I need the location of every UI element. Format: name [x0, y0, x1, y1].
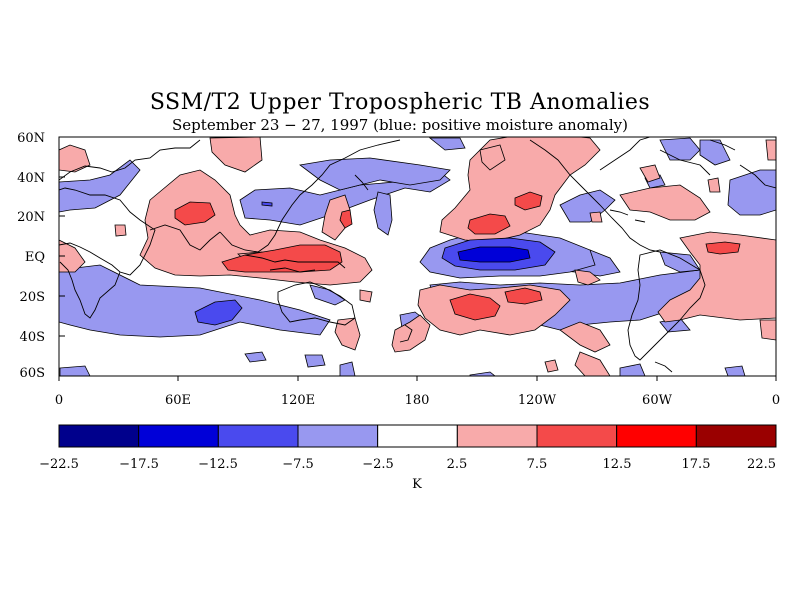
lon-label: 60E	[165, 393, 191, 408]
colorbar-swatch	[138, 424, 219, 448]
colorbar-unit-label: K	[412, 477, 422, 492]
colorbar-swatch	[456, 424, 538, 448]
longitude-labels: 0 60E 120E 180 120W 60W 0	[55, 393, 780, 408]
colorbar-swatch	[616, 424, 697, 448]
colorbar-swatch	[217, 424, 299, 448]
lon-label: 0	[772, 393, 780, 408]
latitude-labels: 60N 40N 20N EQ 20S 40S 60S	[17, 131, 45, 381]
colorbar-level-label: −2.5	[362, 457, 394, 472]
map-subtitle: September 23 − 27, 1997 (blue: positive …	[172, 116, 628, 134]
lat-label: 20N	[17, 210, 45, 225]
negative-anomaly-dark	[457, 246, 531, 263]
coastlines	[59, 137, 776, 373]
map-title: SSM/T2 Upper Tropospheric TB Anomalies	[149, 90, 651, 115]
positive-anomaly-mid	[174, 191, 741, 321]
lon-label: 120W	[518, 393, 557, 408]
colorbar-swatch	[377, 424, 458, 448]
colorbar-level-label: 2.5	[447, 457, 468, 472]
colorbar-level-label: −7.5	[282, 457, 314, 472]
lon-label: 60W	[642, 393, 673, 408]
anomaly-field	[59, 137, 776, 376]
lat-label: 40S	[20, 330, 45, 345]
colorbar-level-label: 12.5	[603, 457, 632, 472]
colorbar-labels: −22.5 −17.5 −12.5 −7.5 −2.5 2.5 7.5 12.5…	[39, 457, 776, 492]
colorbar-swatch	[297, 424, 379, 448]
lat-label: EQ	[25, 250, 45, 265]
lat-label: 60S	[20, 366, 45, 381]
colorbar-level-label: −12.5	[198, 457, 238, 472]
colorbar-level-label: −22.5	[39, 457, 79, 472]
colorbar-swatch	[695, 424, 777, 448]
lat-label: 40N	[17, 171, 45, 186]
lon-label: 180	[405, 393, 430, 408]
lat-label: 20S	[20, 290, 45, 305]
colorbar-swatch	[536, 424, 618, 448]
colorbar	[58, 424, 777, 448]
axis-ticks	[58, 136, 777, 381]
lon-label: 0	[55, 393, 63, 408]
lat-label: 60N	[17, 131, 45, 146]
colorbar-level-label: 17.5	[682, 457, 711, 472]
colorbar-level-label: 22.5	[747, 457, 776, 472]
colorbar-swatch	[58, 424, 140, 448]
colorbar-level-label: 7.5	[527, 457, 548, 472]
lon-label: 120E	[281, 393, 315, 408]
colorbar-level-label: −17.5	[119, 457, 159, 472]
